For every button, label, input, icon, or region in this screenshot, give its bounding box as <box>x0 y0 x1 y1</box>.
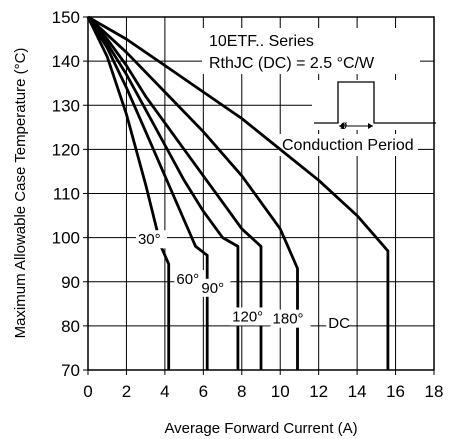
curve-labels: 30° 60°90° 120° 180° DC <box>135 230 350 333</box>
x-tick-label: 8 <box>237 382 246 401</box>
series-line-3 <box>86 16 263 370</box>
series-line-2 <box>86 16 240 370</box>
y-tick-label: 140 <box>52 52 80 71</box>
waveform <box>314 81 436 124</box>
y-tick-label: 150 <box>52 8 80 27</box>
series-label-backdrop <box>135 230 167 249</box>
x-tick-label: 2 <box>122 382 131 401</box>
y-tick-label: 90 <box>61 273 80 292</box>
inset-label-backdrop <box>278 134 418 156</box>
y-tick-label: 120 <box>52 140 80 159</box>
series-line-5 <box>87 15 390 370</box>
rth-annotation: RthJC (DC) = 2.5 °C/W <box>209 55 375 72</box>
series-line-1 <box>86 16 209 370</box>
tick-labels: 0 2 4 6 8 10 12 14 16 18 70 80 90 100 110 120 130 140 150 <box>52 8 444 401</box>
series-label: 30° <box>138 231 161 248</box>
y-tick-label: 70 <box>61 361 80 380</box>
series-name-annotation: 10ETF.. Series <box>209 33 314 50</box>
annotation-backdrop <box>202 28 420 74</box>
x-tick-label: 12 <box>309 382 328 401</box>
x-tick-label: 0 <box>83 382 92 401</box>
series-line-0 <box>86 16 171 370</box>
y-tick-label: 110 <box>53 185 80 204</box>
inset-backdrop <box>312 80 438 130</box>
plot-frame <box>87 16 435 371</box>
series-label-backdrop <box>326 314 349 333</box>
inset-symbol: ø <box>340 118 348 132</box>
series-label-backdrop <box>270 309 311 328</box>
series-label: 180° <box>273 311 304 328</box>
y-axis-title: Maximum Allowable Case Temperature (°C) <box>12 48 29 339</box>
conduction-period-inset <box>312 80 438 130</box>
series-label: 90° <box>201 280 224 297</box>
series-line-4 <box>87 15 299 370</box>
series-label: DC <box>328 315 350 332</box>
y-tick-label: 80 <box>61 317 80 336</box>
y-tick-label: 100 <box>52 229 80 248</box>
curves <box>86 15 390 370</box>
x-tick-label: 6 <box>199 382 208 401</box>
series-label-backdrop <box>174 269 206 288</box>
x-tick-label: 14 <box>348 382 367 401</box>
x-tick-label: 10 <box>271 382 290 401</box>
x-tick-label: 16 <box>386 382 405 401</box>
series-label-backdrop <box>230 307 271 326</box>
conduction-period-label: Conduction Period <box>282 137 414 154</box>
series-label: 120° <box>232 308 263 325</box>
series-label: 60° <box>176 271 199 288</box>
y-tick-label: 130 <box>52 96 80 115</box>
series-label-backdrop <box>199 278 231 297</box>
x-tick-label: 18 <box>425 382 444 401</box>
axes <box>83 16 435 375</box>
x-axis-title: Average Forward Current (A) <box>164 420 357 437</box>
x-tick-label: 4 <box>160 382 169 401</box>
